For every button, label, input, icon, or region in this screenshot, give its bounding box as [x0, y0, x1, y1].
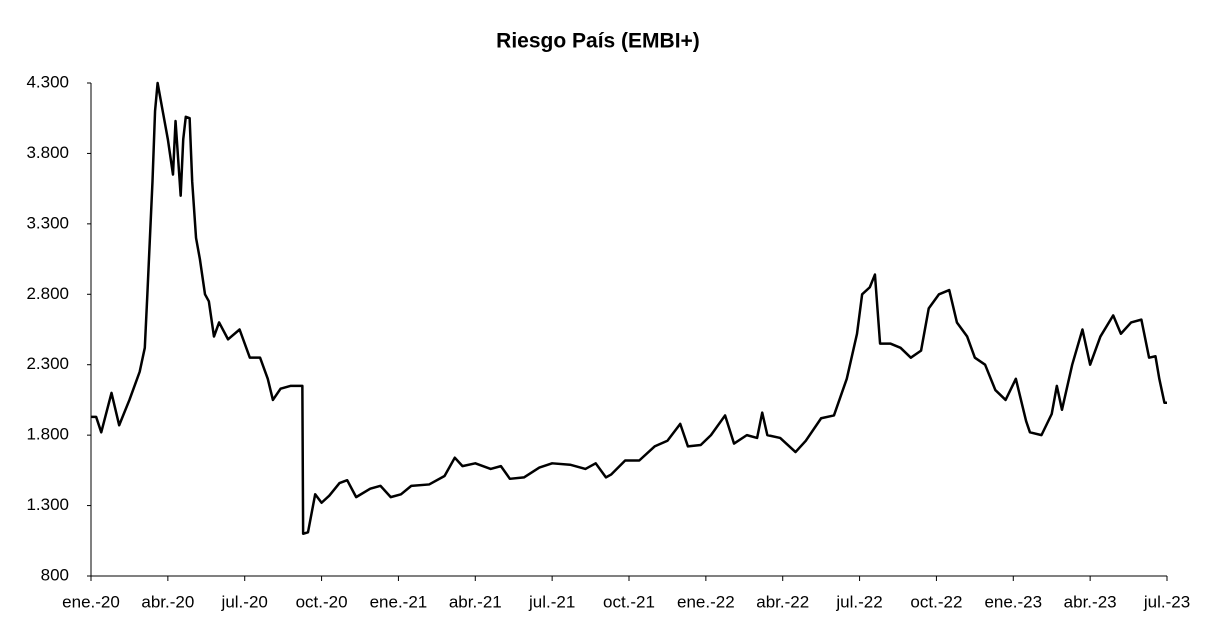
x-tick-label: abr.-21 [449, 592, 502, 611]
x-tick-label: abr.-23 [1064, 592, 1117, 611]
x-tick-label: ene.-23 [984, 592, 1042, 611]
y-tick-label: 3.300 [26, 213, 69, 232]
data-line [91, 81, 1167, 535]
x-tick-label: jul.-23 [1143, 592, 1190, 611]
y-tick-label: 2.800 [26, 284, 69, 303]
x-tick-label: oct.-22 [910, 592, 962, 611]
x-tick-label: ene.-21 [370, 592, 428, 611]
y-tick-label: 800 [41, 565, 69, 584]
x-tick-label: jul.-22 [835, 592, 882, 611]
x-tick-label: abr.-20 [141, 592, 194, 611]
y-tick-label: 2.300 [26, 354, 69, 373]
x-tick-label: jul.-21 [528, 592, 575, 611]
x-tick-label: oct.-21 [603, 592, 655, 611]
chart-title: Riesgo País (EMBI+) [496, 30, 700, 53]
x-tick-label: ene.-22 [677, 592, 735, 611]
x-tick-label: abr.-22 [756, 592, 809, 611]
y-tick-label: 4.300 [26, 72, 69, 91]
y-tick-label: 1.300 [26, 495, 69, 514]
x-tick-label: jul.-20 [221, 592, 268, 611]
y-tick-label: 3.800 [26, 143, 69, 162]
x-tick-label: ene.-20 [62, 592, 120, 611]
x-tick-label: oct.-20 [296, 592, 348, 611]
y-tick-label: 1.800 [26, 425, 69, 444]
